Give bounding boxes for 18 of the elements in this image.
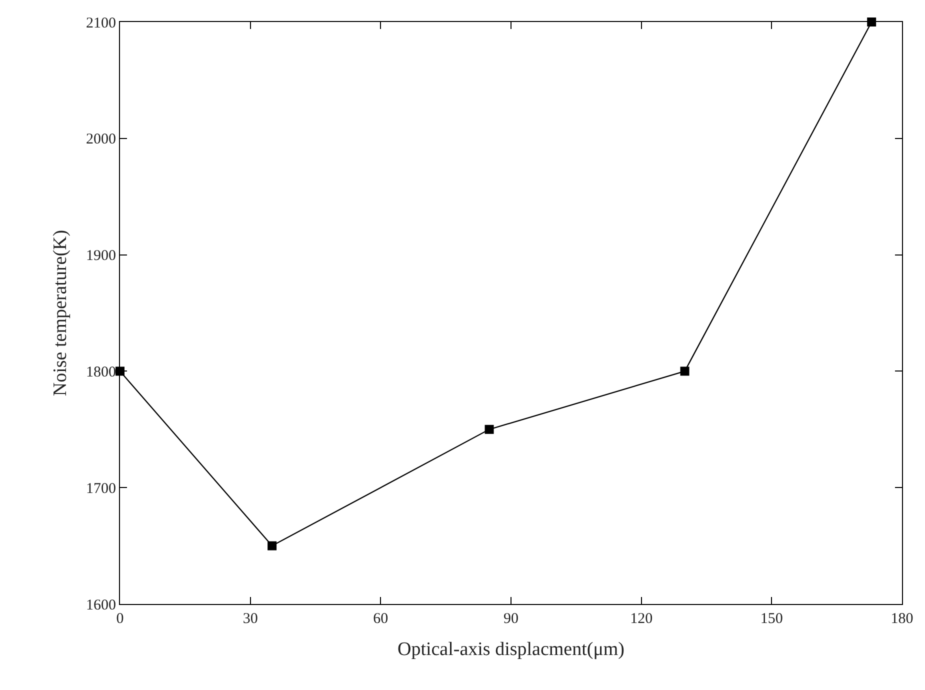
y-tick-label: 1900 xyxy=(86,248,116,264)
y-tick-label: 1800 xyxy=(86,364,116,380)
x-tick-label: 0 xyxy=(116,611,124,627)
y-tick-label: 1600 xyxy=(86,597,116,614)
x-tick-label: 120 xyxy=(630,611,653,627)
x-tick-label: 60 xyxy=(373,611,388,627)
point xyxy=(680,366,690,376)
x-axis-title: Optical-axis displacment(μm) xyxy=(397,638,625,660)
y-tick-label: 2000 xyxy=(86,132,116,148)
point xyxy=(484,424,494,434)
x-tick-label: 180 xyxy=(890,611,914,627)
x-tick-label: 90 xyxy=(504,611,518,627)
y-tick-label: 1700 xyxy=(86,480,116,497)
y-axis-title: Noise temperature(K) xyxy=(50,230,71,396)
x-tick-label: 150 xyxy=(760,611,783,627)
x-tick-label: 30 xyxy=(242,611,258,627)
y-tick-label: 2100 xyxy=(86,15,116,32)
point xyxy=(268,541,277,550)
